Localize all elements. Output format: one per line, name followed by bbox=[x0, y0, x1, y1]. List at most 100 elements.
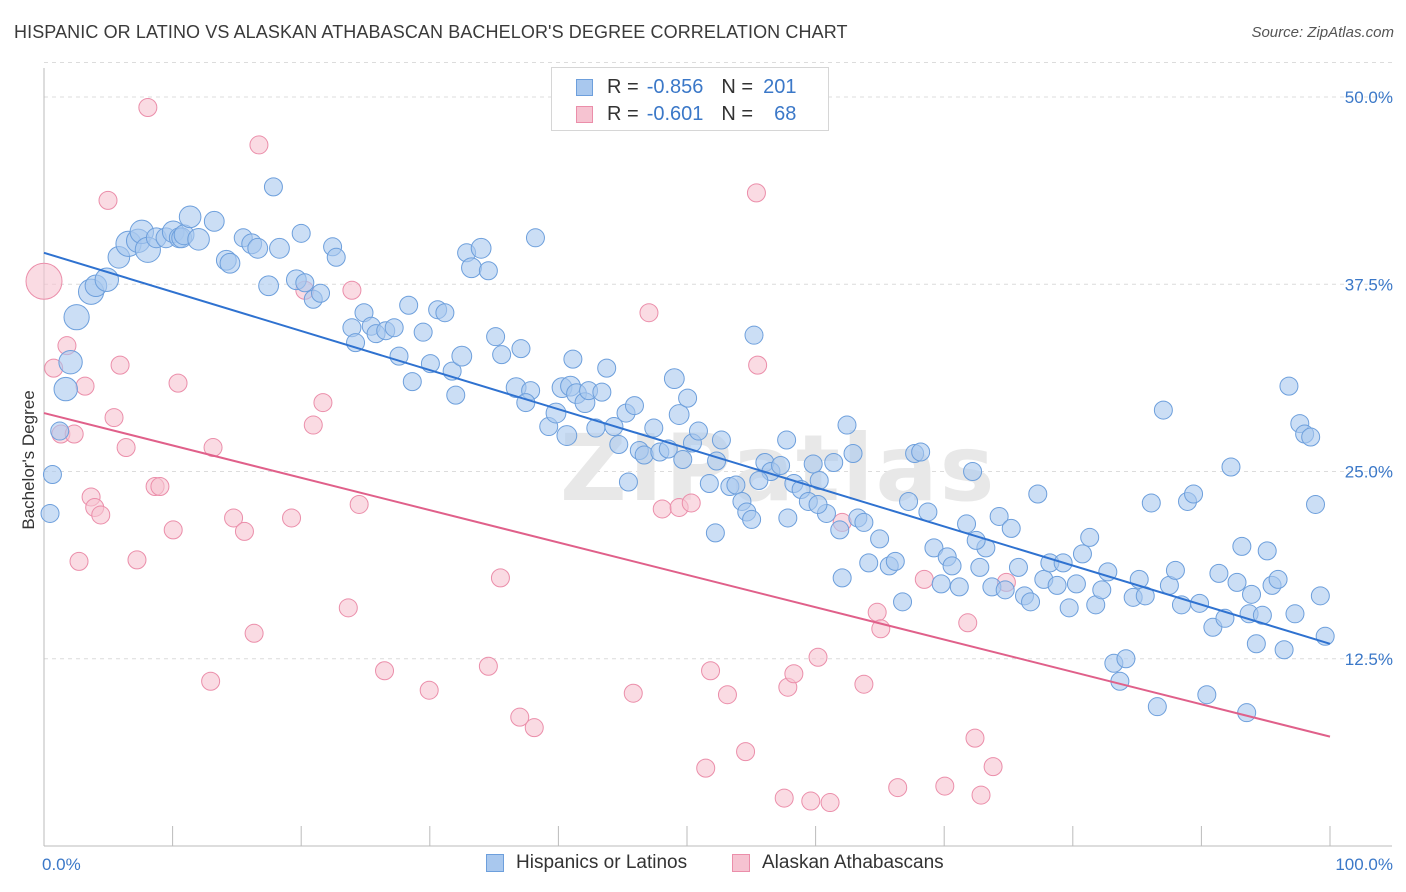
data-point bbox=[563, 349, 583, 369]
data-point bbox=[69, 551, 89, 571]
legend-n-label: N = bbox=[721, 102, 754, 125]
data-point bbox=[1268, 569, 1288, 589]
data-point bbox=[784, 664, 804, 684]
data-point bbox=[516, 393, 536, 413]
bottom-legend-label: Alaskan Athabascans bbox=[762, 852, 944, 873]
data-point bbox=[711, 430, 731, 450]
data-point bbox=[1306, 494, 1326, 514]
data-point bbox=[470, 237, 492, 259]
data-point bbox=[958, 613, 978, 633]
data-point bbox=[163, 520, 183, 540]
data-point bbox=[966, 530, 986, 550]
data-point bbox=[1197, 685, 1217, 705]
data-point bbox=[748, 355, 768, 375]
trendline bbox=[43, 251, 1331, 645]
data-point bbox=[597, 358, 617, 378]
data-point bbox=[965, 728, 985, 748]
data-point bbox=[644, 418, 664, 438]
data-point bbox=[127, 550, 147, 570]
trendlines bbox=[43, 251, 1331, 738]
data-point bbox=[168, 373, 188, 393]
data-point bbox=[696, 758, 716, 778]
data-point bbox=[258, 275, 279, 297]
data-point bbox=[1184, 484, 1204, 504]
data-point bbox=[413, 322, 433, 342]
data-point bbox=[1221, 457, 1241, 477]
data-point bbox=[995, 580, 1015, 600]
data-point bbox=[749, 470, 769, 490]
legend-swatch-pink bbox=[576, 105, 593, 123]
data-point bbox=[201, 671, 221, 691]
data-point bbox=[717, 685, 737, 705]
data-point bbox=[663, 368, 685, 390]
data-point bbox=[742, 509, 762, 529]
data-point bbox=[524, 718, 544, 738]
legend-n-value: 201 bbox=[763, 75, 797, 98]
data-point bbox=[269, 237, 290, 259]
y-tick-label: 37.5% bbox=[1345, 275, 1393, 294]
data-point bbox=[313, 393, 333, 413]
data-point bbox=[219, 252, 241, 274]
data-point bbox=[249, 135, 269, 155]
data-point bbox=[843, 444, 863, 464]
data-point bbox=[486, 327, 506, 347]
data-point bbox=[624, 396, 644, 416]
data-point bbox=[803, 454, 823, 474]
data-point bbox=[1047, 575, 1067, 595]
data-point bbox=[701, 661, 721, 681]
data-point bbox=[609, 435, 629, 455]
data-point bbox=[931, 574, 951, 594]
data-point bbox=[888, 778, 908, 798]
data-point bbox=[1227, 572, 1247, 592]
data-point bbox=[1301, 427, 1321, 447]
y-tick-label: 50.0% bbox=[1345, 88, 1393, 107]
source-note: Source: ZipAtlas.com bbox=[1251, 24, 1394, 41]
data-point bbox=[914, 569, 934, 589]
data-point bbox=[983, 757, 1003, 777]
y-tick-label: 25.0% bbox=[1345, 463, 1393, 482]
data-point bbox=[832, 568, 852, 588]
data-point bbox=[837, 415, 857, 435]
series-alaskan-athabascans bbox=[25, 97, 1016, 813]
data-point bbox=[510, 707, 530, 727]
chart-title: HISPANIC OR LATINO VS ALASKAN ATHABASCAN… bbox=[14, 22, 848, 42]
data-point bbox=[116, 438, 136, 458]
data-point bbox=[53, 376, 78, 402]
data-point bbox=[490, 568, 510, 588]
data-point bbox=[623, 683, 643, 703]
data-point bbox=[104, 408, 124, 428]
legend-r-value: -0.856 bbox=[646, 75, 704, 98]
data-point bbox=[652, 499, 672, 519]
data-point bbox=[1028, 484, 1048, 504]
data-point bbox=[854, 674, 874, 694]
data-point bbox=[924, 538, 944, 558]
series-hispanics-or-latinos bbox=[40, 177, 1335, 723]
data-point bbox=[1246, 634, 1266, 654]
legend-r-label: R = bbox=[607, 102, 639, 125]
data-point bbox=[777, 430, 797, 450]
data-point bbox=[744, 325, 764, 345]
data-point bbox=[1116, 649, 1136, 669]
legend-r-value: -0.601 bbox=[646, 102, 704, 125]
data-point bbox=[899, 491, 919, 511]
data-point bbox=[893, 592, 913, 612]
data-point bbox=[525, 228, 545, 248]
data-point bbox=[668, 404, 690, 425]
legend-r-label: R = bbox=[607, 75, 639, 98]
data-point bbox=[187, 228, 210, 251]
data-point bbox=[957, 514, 977, 534]
data-point bbox=[963, 462, 983, 481]
data-point bbox=[263, 177, 283, 197]
data-point bbox=[384, 318, 404, 338]
gridlines bbox=[44, 62, 1392, 660]
data-point bbox=[678, 388, 698, 408]
legend-n-label: N = bbox=[721, 75, 754, 98]
data-point bbox=[224, 508, 244, 528]
data-point bbox=[326, 247, 346, 267]
data-point bbox=[989, 506, 1009, 526]
data-point bbox=[342, 280, 362, 300]
data-point bbox=[446, 385, 466, 405]
data-point bbox=[820, 793, 840, 813]
data-point bbox=[746, 183, 766, 203]
